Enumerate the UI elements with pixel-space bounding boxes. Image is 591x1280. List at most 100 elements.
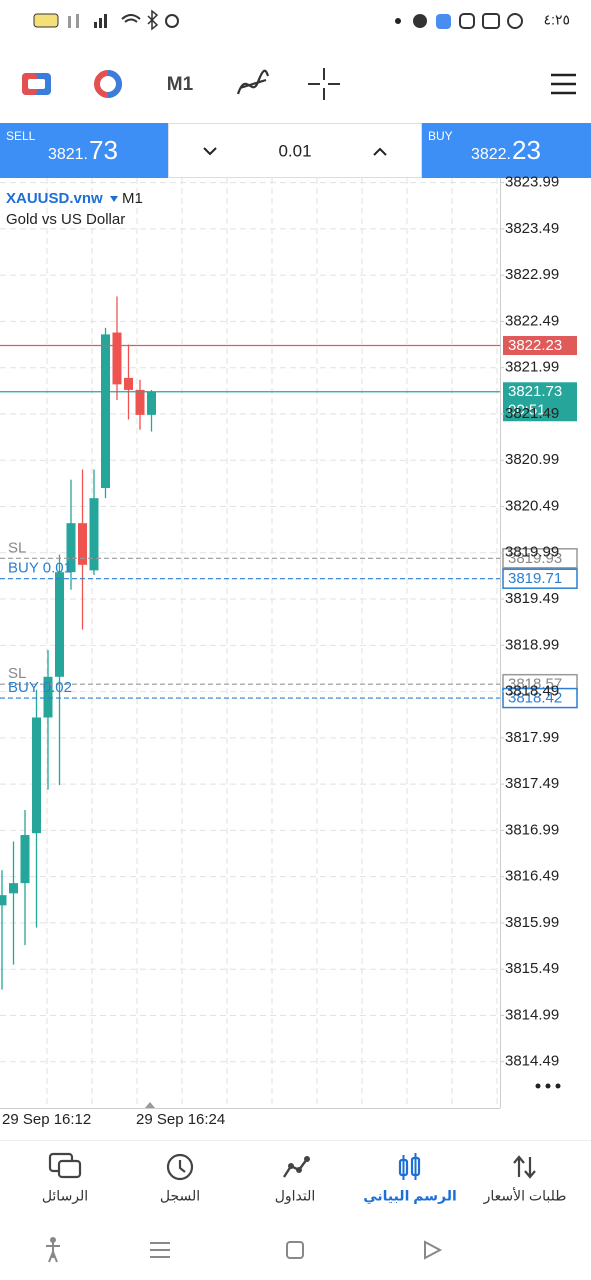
order-price-box: [502, 687, 578, 709]
nav-messages[interactable]: الرسائل: [42, 1152, 88, 1205]
status-icon: [104, 14, 107, 28]
nav-chart[interactable]: الرسم البياني: [363, 1153, 457, 1205]
y-tick-label: 3821.49: [505, 405, 559, 422]
nav-label: السجل: [160, 1188, 200, 1204]
order-price-box: [502, 568, 578, 589]
ask-price-box: [503, 335, 577, 355]
price-levels: 3822.23 3821.73 00:51 SL 3819.93 BUY 0.01 3819…: [0, 335, 578, 709]
volume-box: [168, 123, 422, 178]
stop-loss-label: SL: [8, 539, 26, 556]
y-tick-label: 3822.99: [505, 266, 559, 283]
candles: [0, 296, 156, 990]
y-tick-label: 3817.99: [505, 729, 559, 746]
wifi-icon: [121, 14, 141, 23]
status-icon: [33, 13, 59, 28]
menu-icon[interactable]: [551, 73, 576, 95]
symbol[interactable]: XAUUSD.vnw: [6, 190, 103, 207]
status-icon: [395, 18, 401, 24]
y-tick-label: 3823.49: [505, 220, 559, 237]
symbol-description: Gold vs US Dollar: [6, 211, 125, 228]
y-tick-label: 3815.99: [505, 914, 559, 931]
nav-label: الرسائل: [42, 1188, 88, 1205]
y-tick-label: 3816.49: [505, 868, 559, 885]
status-icon: [459, 13, 475, 29]
sell-label: SELL: [6, 129, 36, 143]
status-icon: [507, 13, 523, 29]
buy-label: BUY: [428, 129, 453, 143]
ask-price-label: 3822.23: [508, 337, 562, 354]
candle-body: [112, 332, 122, 385]
grid: [0, 178, 500, 1108]
candle-body: [20, 835, 30, 884]
more-button[interactable]: [535, 1083, 561, 1089]
status-icon: [94, 22, 97, 28]
sell-button[interactable]: [0, 123, 168, 178]
candle-body: [9, 883, 18, 894]
status-icon: [413, 14, 427, 28]
stop-loss-price-box: [502, 548, 578, 569]
stop-loss-label: SL: [8, 665, 26, 682]
candle-body: [147, 391, 156, 415]
objects-icon[interactable]: [236, 69, 270, 95]
recent-button[interactable]: [150, 1242, 170, 1258]
bid-price-label: 3821.73: [508, 383, 562, 400]
status-icon: [436, 14, 451, 29]
back-button[interactable]: [424, 1240, 443, 1260]
nav-label: التداول: [275, 1188, 316, 1205]
y-tick-label: 3823.99: [505, 174, 559, 191]
indicator-icon[interactable]: [94, 70, 122, 98]
accessibility-button[interactable]: [46, 1242, 60, 1263]
candle-body: [43, 676, 53, 718]
status-icon: [68, 16, 71, 28]
bluetooth-icon: [147, 9, 159, 31]
price-axis: 3823.99 3823.49 3822.99 3822.49 3821.99 3821.…: [0, 174, 559, 1109]
nav-trade[interactable]: التداول: [275, 1156, 316, 1205]
trade-panel: SELL 3821. 73 0.01 BUY 3822. 23: [0, 123, 591, 178]
stop-loss-price-label: 3819.93: [508, 550, 562, 567]
nav-label: طلبات الأسعار: [483, 1187, 567, 1205]
volume-up[interactable]: [373, 147, 387, 156]
y-tick-label: 3817.49: [505, 775, 559, 792]
volume-value[interactable]: 0.01: [278, 141, 311, 160]
alarm-icon: [165, 14, 179, 28]
buy-price: 3822.: [471, 146, 511, 163]
y-tick-label: 3814.49: [505, 1053, 559, 1070]
chart-timeframe: M1: [122, 190, 143, 207]
symbol-dropdown[interactable]: [110, 196, 118, 202]
status-icon: [76, 14, 79, 28]
y-tick-label: 3814.99: [505, 1006, 559, 1023]
y-tick-label: 3821.99: [505, 359, 559, 376]
candle-body: [32, 717, 41, 834]
x-axis-label: 29 Sep 16:12: [2, 1111, 91, 1128]
order-label: BUY 0.02: [8, 679, 72, 696]
nav-history[interactable]: السجل: [160, 1153, 200, 1204]
x-axis-label: 29 Sep 16:24: [136, 1111, 225, 1128]
home-button[interactable]: [286, 1241, 304, 1259]
sell-price: 3821.: [48, 146, 88, 163]
nav-quotes[interactable]: طلبات الأسعار: [483, 1155, 567, 1205]
volume-down[interactable]: [203, 147, 217, 156]
candle-body: [101, 334, 110, 488]
status-icon: [99, 18, 102, 28]
nav-label: الرسم البياني: [363, 1188, 457, 1205]
sell-price-pips: 73: [89, 135, 118, 165]
buy-button[interactable]: [422, 123, 591, 178]
status-time: ٤:٢٥: [544, 12, 570, 28]
status-icon: [482, 13, 500, 29]
crosshair-icon[interactable]: [308, 68, 340, 100]
chart-header: XAUUSD.vnw M1 Gold vs US Dollar: [6, 190, 143, 228]
y-tick-label: 3820.99: [505, 451, 559, 468]
toolbar: M1: [22, 68, 576, 100]
candle-body: [89, 498, 99, 571]
candle-body: [0, 895, 7, 906]
order-label: BUY 0.01: [8, 560, 72, 577]
candle-body: [66, 523, 76, 573]
candle-body: [55, 572, 64, 677]
trade-icon[interactable]: [22, 73, 51, 95]
candle-body: [135, 389, 145, 415]
candle-body: [78, 523, 87, 565]
buy-price-pips: 23: [512, 135, 541, 165]
timeframe-button[interactable]: M1: [167, 74, 194, 95]
bid-price-box: [503, 382, 577, 422]
